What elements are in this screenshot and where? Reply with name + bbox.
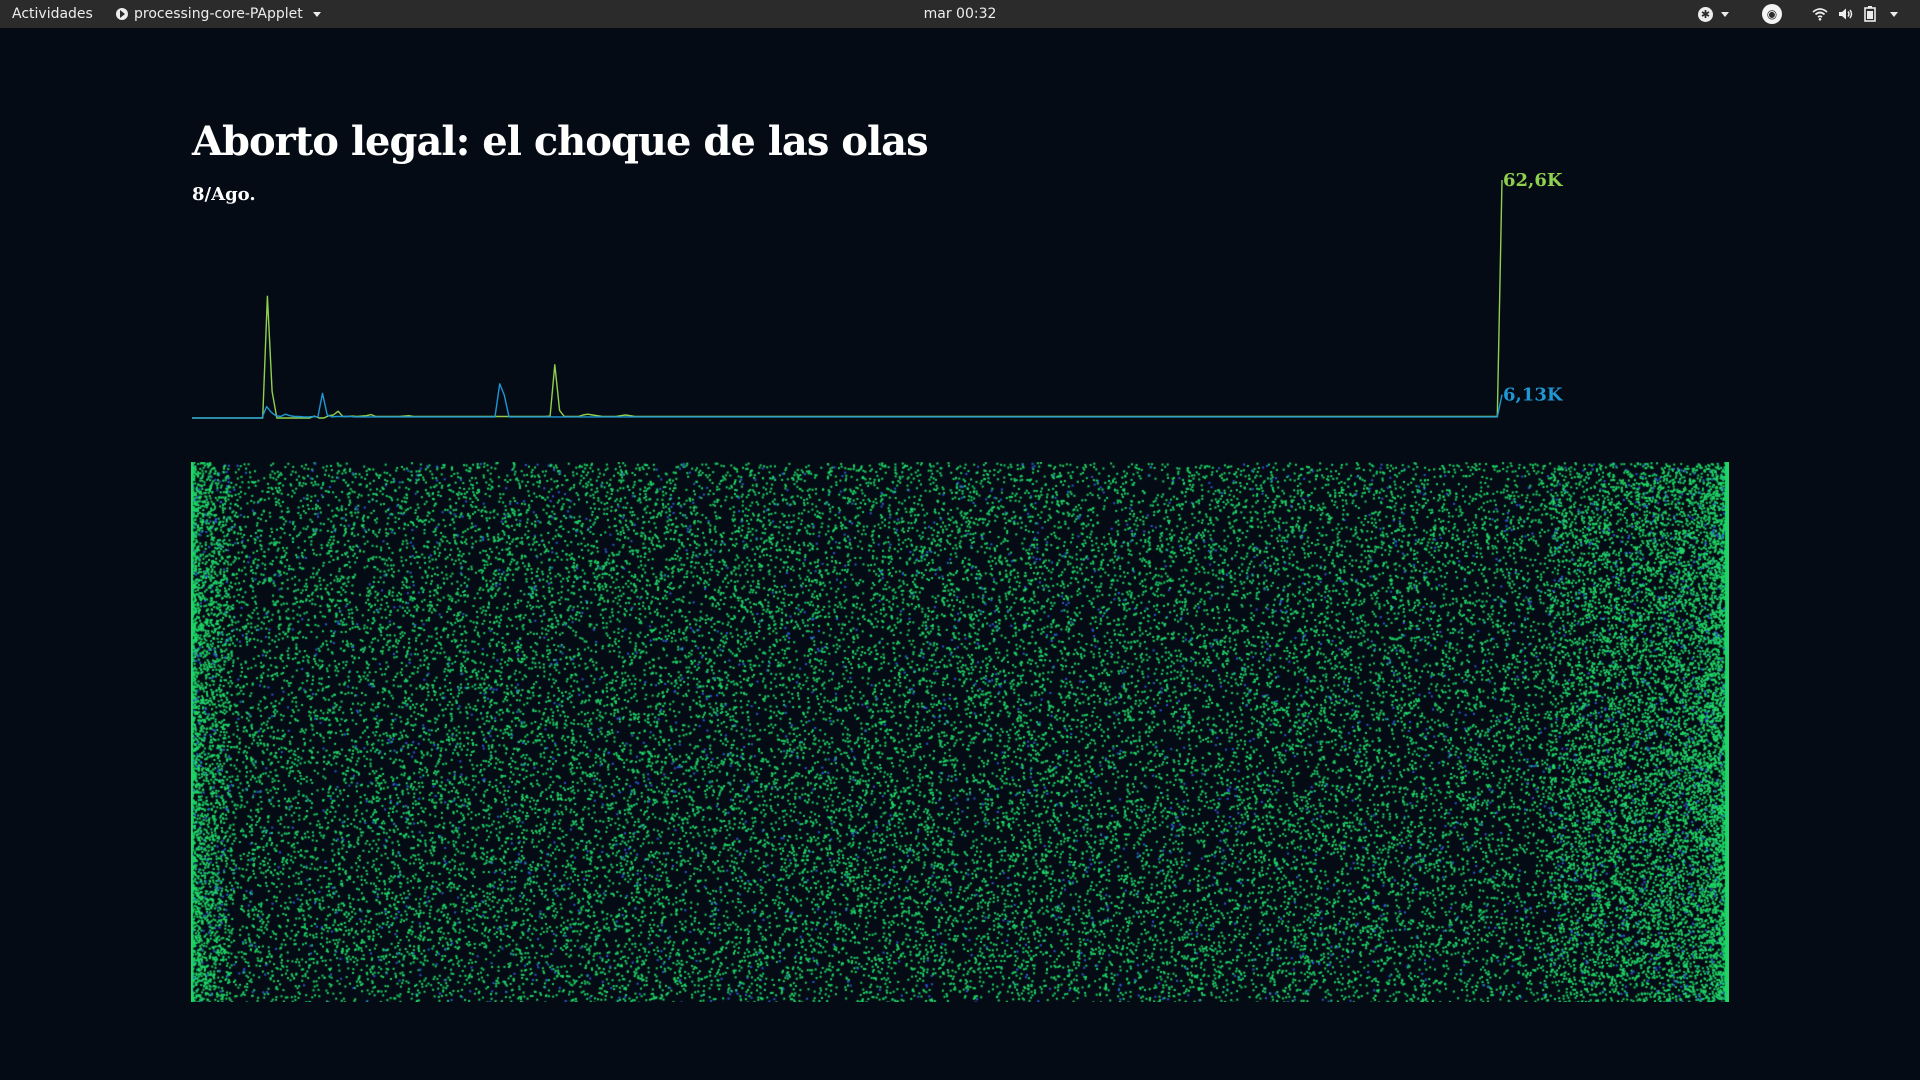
volume-icon <box>1839 8 1853 20</box>
chevron-down-icon <box>1890 11 1898 17</box>
app-menu-label: processing-core-PApplet <box>134 6 303 22</box>
line-chart: 62,6K 6,13K <box>192 170 1564 419</box>
clock[interactable]: mar 00:32 <box>0 0 1920 28</box>
series-line-0 <box>192 179 1503 419</box>
series-end-label-1: 6,13K <box>1503 385 1564 406</box>
system-top-bar: Actividades processing-core-PApplet mar … <box>0 0 1920 28</box>
extension-indicator[interactable]: ◉ <box>1762 0 1782 28</box>
activities-button[interactable]: Actividades <box>12 0 93 28</box>
series-line-1 <box>192 383 1503 419</box>
chevron-down-icon <box>1721 11 1729 17</box>
accessibility-icon: ✱ <box>1698 6 1713 22</box>
date-label: 8/Ago. <box>192 184 256 205</box>
battery-icon <box>1864 6 1876 22</box>
wifi-icon <box>1812 8 1828 21</box>
series-end-label-0: 62,6K <box>1503 170 1564 191</box>
activities-label: Actividades <box>12 6 93 22</box>
status-menu[interactable] <box>1812 0 1898 28</box>
accessibility-menu[interactable]: ✱ <box>1698 0 1729 28</box>
clock-label[interactable]: mar 00:32 <box>923 6 997 22</box>
app-icon <box>116 8 128 20</box>
dot-field <box>191 462 1729 1002</box>
page-title: Aborto legal: el choque de las olas <box>192 118 929 165</box>
app-menu[interactable]: processing-core-PApplet <box>116 0 321 28</box>
extension-icon: ◉ <box>1762 4 1782 24</box>
chevron-down-icon <box>312 11 321 17</box>
